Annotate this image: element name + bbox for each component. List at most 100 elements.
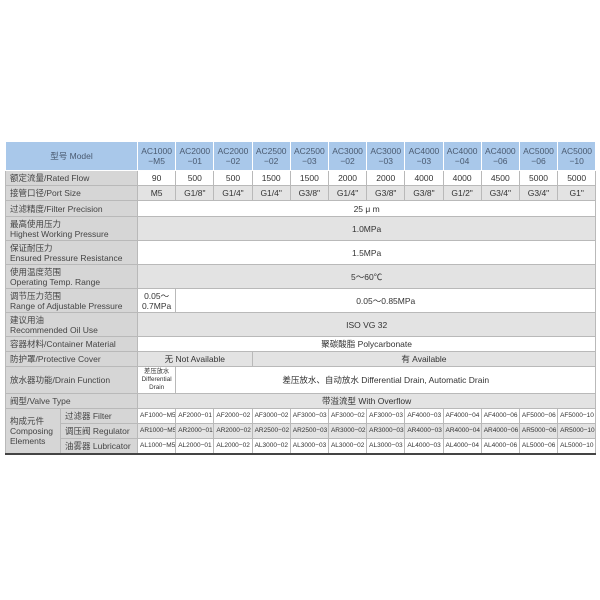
ensured_pressure-row: 保证耐压力 Ensured Pressure Resistance 1.5MPa [4,240,597,265]
model-name: AC4000 −04 [442,141,482,171]
label-text: 调节压力范围 [10,290,62,301]
rated-flow-value: 500 [175,170,215,186]
port-size-value: G3/8" [366,185,406,201]
highest_pressure-value: 1.0MPa [137,216,597,241]
highest_pressure-row: 最高使用压力 Highest Working Pressure 1.0MPa [4,216,597,241]
component-model: AF3000−02 [251,408,291,424]
valve-label: 阀型/Valve Type [4,393,139,409]
cover-row: 防护罩/Protective Cover 无 Not Available 有 Ava… [4,351,597,367]
component-model: AF2000−02 [213,408,253,424]
rated-flow-value: 1500 [251,170,291,186]
component-model: AF1000−M5 [137,408,177,424]
rated-flow-value: 4000 [404,170,444,186]
drain-row: 放水器功能/Drain Function 差压放水 Differential Dr… [4,366,597,394]
port-size-value: G3/8" [404,185,444,201]
model-name: AC3000 −02 [327,141,368,171]
cover-none: 无 Not Available [137,351,253,367]
component-model: AR5000−10 [557,423,597,439]
rated-flow-row: 额定流量/Rated Flow 90 500 500 1500 1500 2000 2000 4… [4,170,597,186]
port-size-value: G1/4" [213,185,253,201]
drain-rest: 差压放水、自动放水 Differential Drain, Automatic … [175,366,597,394]
port-size-value: G1/4" [327,185,368,201]
rated-flow-value: 500 [213,170,253,186]
component-model: AF2000−01 [175,408,215,424]
component-model: AL4000−03 [404,438,444,455]
model-name: AC2500 −02 [251,141,291,171]
rated-flow-value: 1500 [289,170,329,186]
container-label: 容器材料/Container Material [4,336,139,352]
component-model: AL4000−04 [442,438,482,455]
component-label: 过滤器 Filter [59,408,139,424]
component-model: AL3000−03 [289,438,329,455]
port-size-label: 接管口径/Port Size [4,185,139,201]
component-model: AR2500−03 [289,423,329,439]
oil-value: ISO VG 32 [137,312,597,337]
temp_range-row: 使用温度范围 Operating Temp. Range 5～60℃ [4,264,597,289]
component-model: AR5000−06 [518,423,559,439]
adjustable-rest: 0.05～0.85MPa [175,288,597,313]
cover-label: 防护罩/Protective Cover [4,351,139,367]
rated-flow-value: 90 [137,170,177,186]
composing-row: 构成元件 Composing Elements 过滤器 Filter AF1000−… [5,408,597,455]
component-model: AL5000−10 [557,438,597,455]
highest_pressure-label: 最高使用压力 Highest Working Pressure [4,216,139,241]
composing-row: 调压阀 Regulator AR1000−M5 AR2000−01 AR2000−02… [6,423,597,439]
component-model: AL2000−01 [175,438,215,455]
component-model: AF4000−03 [404,408,444,424]
adjustable-first: 0.05～ 0.7MPa [137,288,177,313]
composing-label: 构成元件 Composing Elements [5,408,61,455]
label-text: 保证耐压力 [10,242,53,253]
model-header: 型号 Model [4,141,139,171]
component-model: AL3000−03 [366,438,406,455]
model-name: AC1000 −M5 [137,141,177,171]
model-name: AC4000 −03 [404,141,444,171]
component-model: AR1000−M5 [137,423,177,439]
component-label: 油雾器 Lubricator [59,438,139,455]
drain-first: 差压放水 Differential Drain [137,366,177,394]
oil-row: 建议用油 Recommended Oil Use ISO VG 32 [4,312,597,337]
model-name: AC2000 −01 [175,141,215,171]
component-model: AF3000−02 [327,408,368,424]
model-name: AC4000 −06 [480,141,520,171]
component-model: AR2000−02 [213,423,253,439]
component-model: AR2500−02 [251,423,291,439]
valve-row: 阀型/Valve Type 带溢流型 With Overflow [4,393,597,409]
label-text: 建议用油 [10,314,45,325]
component-model: AF3000−03 [289,408,329,424]
label-text: Range of Adjustable Pressure [10,300,123,311]
container-value: 聚碳酸脂 Polycarbonate [137,336,597,352]
header-row: 型号 Model AC1000 −M5 AC2000 −01 AC2000 −02 AC… [4,141,597,171]
component-model: AR2000−01 [175,423,215,439]
oil-label: 建议用油 Recommended Oil Use [4,312,139,337]
port-size-value: G1" [557,185,597,201]
model-name: AC2000 −02 [213,141,253,171]
cover-available: 有 Available [251,351,597,367]
component-model: AF4000−06 [480,408,520,424]
component-model: AF5000−06 [518,408,559,424]
adjustable-label: 调节压力范围 Range of Adjustable Pressure [4,288,139,313]
port-size-value: G1/8" [175,185,215,201]
component-model: AF4000−04 [442,408,482,424]
component-model: AL3000−02 [327,438,368,455]
temp_range-label: 使用温度范围 Operating Temp. Range [4,264,139,289]
ensured_pressure-label: 保证耐压力 Ensured Pressure Resistance [4,240,139,265]
component-model: AF5000−10 [557,408,597,424]
label-text: 最高使用压力 [10,218,62,229]
filter-precision-label: 过滤精度/Filter Precision [4,200,139,217]
label-text: 使用温度范围 [10,266,62,277]
rated-flow-value: 4000 [442,170,482,186]
port-size-value: G3/4" [480,185,520,201]
component-model: AL4000−06 [480,438,520,455]
model-name: AC5000 −10 [557,141,597,171]
component-model: AF3000−03 [366,408,406,424]
model-name: AC3000 −03 [366,141,406,171]
rated-flow-value: 4500 [480,170,520,186]
label-text: Recommended Oil Use [10,324,98,335]
composing-row: 油雾器 Lubricator AL1000−M5 AL2000−01 AL2000−0… [6,438,597,455]
container-row: 容器材料/Container Material 聚碳酸脂 Polycarbonat… [4,336,597,352]
component-model: AR4000−04 [442,423,482,439]
port-size-row: 接管口径/Port Size M5 G1/8" G1/4" G1/4" G3/8" G1/4… [4,185,597,201]
port-size-value: G1/4" [251,185,291,201]
component-model: AR4000−06 [480,423,520,439]
port-size-value: M5 [137,185,177,201]
